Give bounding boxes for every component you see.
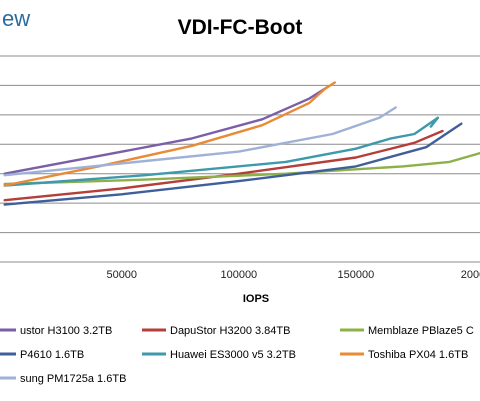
series-line-4	[3, 116, 440, 187]
series-line-1	[3, 129, 444, 202]
legend-item: Huawei ES3000 v5 3.2TB	[142, 349, 296, 361]
legend: ustor H3100 3.2TB DapuStor H3200 3.84TB Me…	[0, 325, 474, 385]
x-axis-label: IOPS	[243, 293, 269, 305]
legend-label: ustor H3100 3.2TB	[20, 325, 112, 337]
x-tick-label: 150000	[338, 269, 375, 281]
x-tick-label: 2000	[461, 269, 480, 281]
legend-label: Huawei ES3000 v5 3.2TB	[170, 349, 296, 361]
series-line-6	[3, 106, 397, 177]
logo-text: ew	[2, 6, 30, 31]
legend-item: P4610 1.6TB	[0, 349, 84, 361]
legend-item: sung PM1725a 1.6TB	[0, 373, 126, 385]
x-axis-ticks: 50000 100000 150000 2000	[106, 269, 480, 281]
legend-item: Toshiba PX04 1.6TB	[340, 349, 468, 361]
x-tick-label: 50000	[106, 269, 137, 281]
legend-item: Memblaze PBlaze5 C	[340, 325, 474, 337]
legend-label: sung PM1725a 1.6TB	[20, 373, 126, 385]
series-line-0	[3, 85, 329, 175]
series-layer	[3, 81, 480, 206]
legend-item: DapuStor H3200 3.84TB	[142, 325, 290, 337]
legend-label: Memblaze PBlaze5 C	[368, 325, 474, 337]
series-line-2	[3, 151, 480, 186]
series-line-3	[3, 122, 463, 206]
legend-label: Toshiba PX04 1.6TB	[368, 349, 468, 361]
legend-label: P4610 1.6TB	[20, 349, 84, 361]
x-tick-label: 100000	[220, 269, 257, 281]
legend-label: DapuStor H3200 3.84TB	[170, 325, 290, 337]
legend-item: ustor H3100 3.2TB	[0, 325, 112, 337]
chart-title: VDI-FC-Boot	[178, 16, 303, 39]
